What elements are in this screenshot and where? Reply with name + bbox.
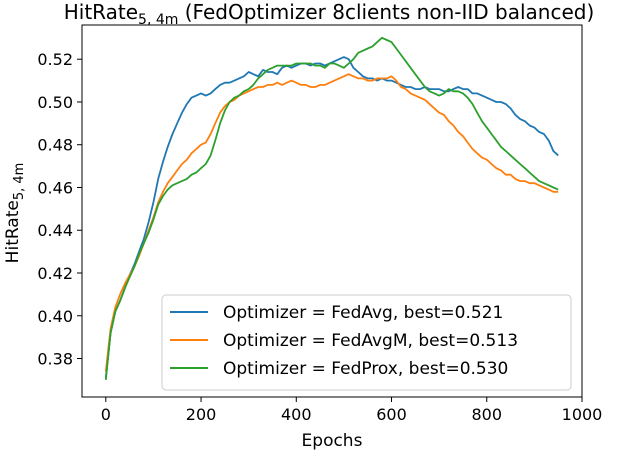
axis-ticks: 0 200 400 600 800 1000 0.38 0.40 0.42 0.44 0.46 0.4… <box>37 50 602 424</box>
x-tick-label: 800 <box>471 405 502 424</box>
chart-title-rest: (FedOptimizer 8clients non-IID balanced) <box>178 0 594 24</box>
plot-lines <box>104 36 559 380</box>
x-tick-label: 1000 <box>562 405 603 424</box>
chart-title-subscript: 5, 4m <box>138 12 178 28</box>
series-line-fedavg <box>104 56 559 378</box>
x-tick-label: 200 <box>186 405 217 424</box>
y-tick-label: 0.46 <box>37 178 73 197</box>
y-tick-label: 0.52 <box>37 50 73 69</box>
legend-label-fedavgm: Optimizer = FedAvgM, best=0.513 <box>223 331 518 351</box>
y-tick-label: 0.50 <box>37 93 73 112</box>
legend-box <box>161 294 572 391</box>
y-tick-label: 0.44 <box>37 221 73 240</box>
x-tick-label: 0 <box>101 405 111 424</box>
x-tick-label: 400 <box>281 405 312 424</box>
axes-frame <box>81 24 583 398</box>
y-tick-label: 0.48 <box>37 136 73 155</box>
y-axis-label-main: HitRate <box>3 200 23 263</box>
y-tick-label: 0.38 <box>37 350 73 369</box>
x-tick-label: 600 <box>376 405 407 424</box>
y-axis-label-subscript: 5, 4m <box>12 163 27 200</box>
chart-title: HitRate5, 4m (FedOptimizer 8clients non-… <box>64 0 595 28</box>
x-axis-label: Epochs <box>302 431 363 451</box>
y-axis-label: HitRate5, 4m <box>3 163 27 264</box>
legend: Optimizer = FedAvg, best=0.521 Optimizer… <box>161 294 572 391</box>
series-line-fedavgm <box>104 73 559 372</box>
chart-title-main: HitRate <box>64 0 138 24</box>
y-tick-label: 0.42 <box>37 264 73 283</box>
legend-label-fedprox: Optimizer = FedProx, best=0.530 <box>223 359 508 379</box>
series-line-fedprox <box>104 36 559 380</box>
y-tick-label: 0.40 <box>37 307 73 326</box>
legend-label-fedavg: Optimizer = FedAvg, best=0.521 <box>223 303 503 323</box>
